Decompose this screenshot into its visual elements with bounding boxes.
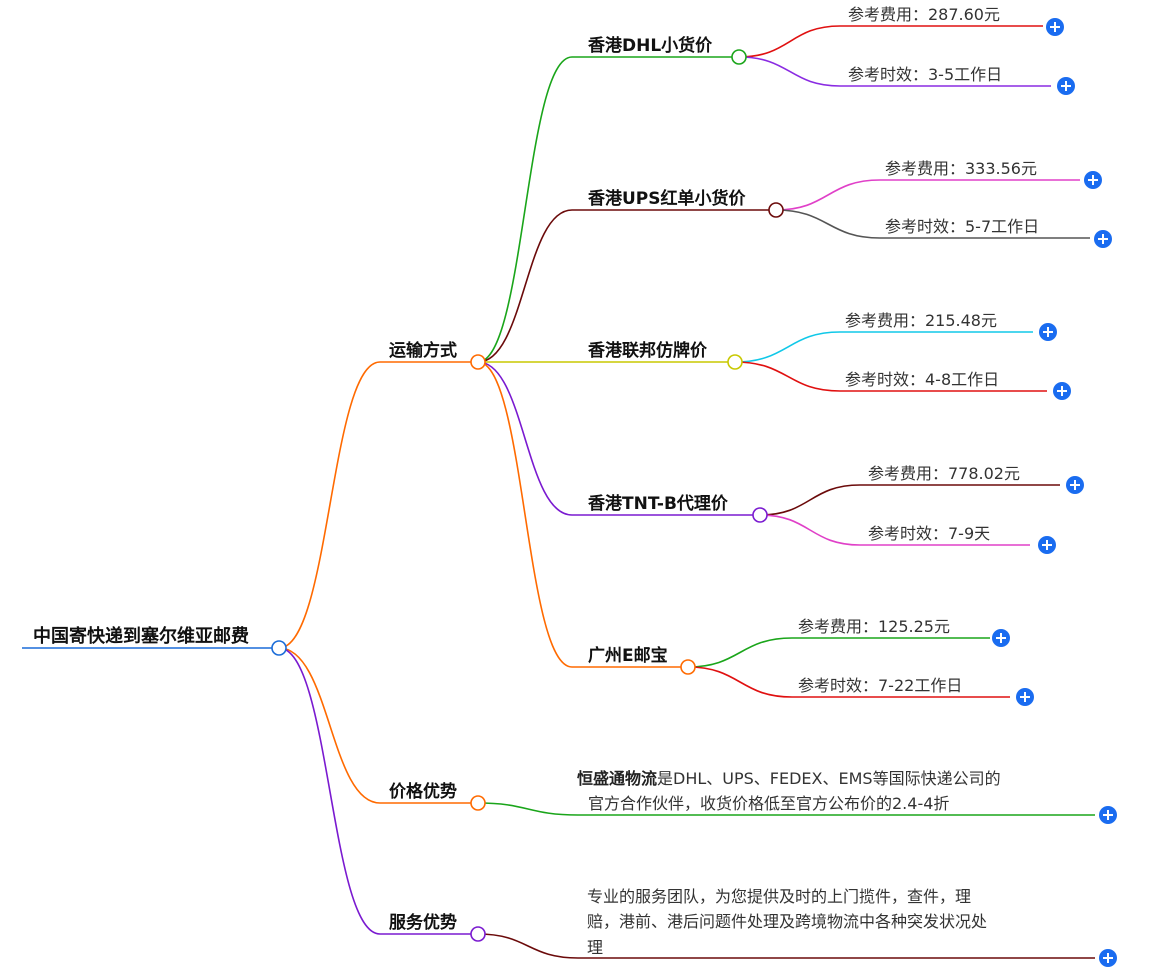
company-name: 恒盛通物流 <box>577 769 657 788</box>
root-node-label[interactable]: 中国寄快递到塞尔维亚邮费 <box>33 625 249 647</box>
price-desc-line-2: 官方合作伙伴，收货价格低至官方公布价的2.4-4折 <box>588 794 949 813</box>
dhl-time: 参考时效：3-5工作日 <box>848 65 1002 84</box>
edge-eub-fee <box>687 637 990 668</box>
edge-service-desc <box>477 933 1095 959</box>
edge-tnt-fee <box>759 484 1060 516</box>
plus-circle-icon[interactable] <box>1094 230 1112 248</box>
edge-root-transport <box>278 361 471 649</box>
service-desc-line-1: 专业的服务团队，为您提供及时的上门揽件，查件，理 <box>587 887 971 906</box>
edge-dhl-time <box>738 56 1051 87</box>
edge-tnt <box>477 361 753 516</box>
edge-ups-time <box>775 209 1090 239</box>
plus-circle-icon[interactable] <box>1039 323 1057 341</box>
edge-fedex-fee <box>734 331 1033 363</box>
plus-circle-icon[interactable] <box>1057 77 1075 95</box>
eub-fee: 参考费用：125.25元 <box>798 617 950 636</box>
dhl-fee: 参考费用：287.60元 <box>848 5 1000 24</box>
branch-label-price[interactable]: 价格优势 <box>389 781 457 802</box>
edge-tnt-time <box>759 514 1030 546</box>
edge-fedex-time <box>734 361 1047 392</box>
dhl-node-toggle[interactable] <box>731 49 747 65</box>
edge-dhl-fee <box>738 25 1043 58</box>
node-dhl-label[interactable]: 香港DHL小货价 <box>588 35 713 56</box>
plus-circle-icon[interactable] <box>1099 949 1117 967</box>
edge-root-price <box>278 647 471 804</box>
plus-circle-icon[interactable] <box>992 629 1010 647</box>
edge-eub <box>477 361 681 668</box>
node-eub-label[interactable]: 广州E邮宝 <box>588 645 668 666</box>
branch-label-service[interactable]: 服务优势 <box>389 912 457 933</box>
root-node-toggle[interactable] <box>271 640 287 656</box>
fedex-node-toggle[interactable] <box>727 354 743 370</box>
fedex-time: 参考时效：4-8工作日 <box>845 370 999 389</box>
edge-root-service <box>278 647 471 935</box>
plus-circle-icon[interactable] <box>1046 18 1064 36</box>
plus-circle-icon[interactable] <box>1016 688 1034 706</box>
tnt-node-toggle[interactable] <box>752 507 768 523</box>
price-node-toggle[interactable] <box>470 795 486 811</box>
node-ups-label[interactable]: 香港UPS红单小货价 <box>588 188 747 209</box>
node-tnt-label[interactable]: 香港TNT-B代理价 <box>588 493 729 514</box>
ups-node-toggle[interactable] <box>768 202 784 218</box>
ups-time: 参考时效：5-7工作日 <box>885 217 1039 236</box>
plus-circle-icon[interactable] <box>1099 806 1117 824</box>
ups-fee: 参考费用：333.56元 <box>885 159 1037 178</box>
tnt-fee: 参考费用：778.02元 <box>868 464 1020 483</box>
plus-circle-icon[interactable] <box>1084 171 1102 189</box>
branch-label-transport[interactable]: 运输方式 <box>389 340 457 361</box>
edge-ups <box>477 209 769 363</box>
node-fedex-label[interactable]: 香港联邦仿牌价 <box>588 340 708 361</box>
plus-circle-icon[interactable] <box>1038 536 1056 554</box>
plus-circle-icon[interactable] <box>1053 382 1071 400</box>
tnt-time: 参考时效：7-9天 <box>868 524 990 543</box>
edge-eub-time <box>687 666 1010 698</box>
eub-node-toggle[interactable] <box>680 659 696 675</box>
transport-node-toggle[interactable] <box>470 354 486 370</box>
fedex-fee: 参考费用：215.48元 <box>845 311 997 330</box>
price-desc-line-1: 恒盛通物流是DHL、UPS、FEDEX、EMS等国际快递公司的 <box>577 769 1001 788</box>
edge-ups-fee <box>775 179 1080 211</box>
service-desc-line-2: 赔，港前、港后问题件处理及跨境物流中各种突发状况处 <box>587 912 987 931</box>
plus-circle-icon[interactable] <box>1066 476 1084 494</box>
edge-price-desc <box>477 802 1095 816</box>
service-desc-line-3: 理 <box>587 938 603 957</box>
eub-time: 参考时效：7-22工作日 <box>798 676 962 695</box>
edge-dhl <box>477 56 732 363</box>
service-node-toggle[interactable] <box>470 926 486 942</box>
